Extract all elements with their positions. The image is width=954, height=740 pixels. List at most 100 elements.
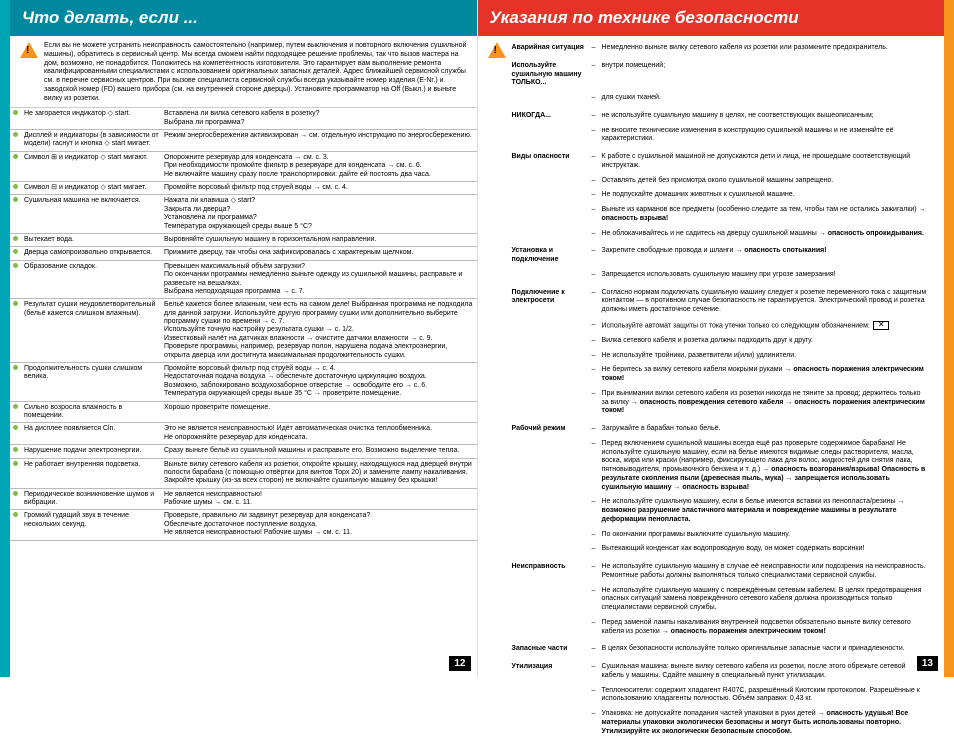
safety-row: –Не беритесь за вилку сетевого кабеля мо…: [512, 364, 935, 388]
safety-row: Виды опасности–К работе с сушильной маши…: [512, 148, 935, 175]
dash-cell: –: [592, 420, 602, 438]
solution-cell: Хорошо проветрите помещение.: [164, 401, 477, 423]
dash-cell: –: [592, 543, 602, 558]
section-label: [512, 617, 592, 641]
intro-row-right: Аварийная ситуация–Немедленно выньте вил…: [478, 36, 945, 740]
problem-cell: Дверца самопроизвольно открывается.: [24, 247, 164, 260]
table-row: На дисплее появляется Cln.Это не являетс…: [10, 423, 477, 445]
safety-text: Используйте автомат защиты от тока утечк…: [602, 319, 935, 335]
safety-row: –Не облокачивайтесь и не садитесь на две…: [512, 228, 935, 243]
dash-cell: –: [592, 42, 602, 57]
section-label: Виды опасности: [512, 148, 592, 175]
problem-cell: Периодическое возникновение шумов и вибр…: [24, 488, 164, 510]
bullet-dot: [13, 110, 18, 115]
safety-row: Аварийная ситуация–Немедленно выньте вил…: [512, 42, 935, 57]
header-right: Указания по технике безопасности: [478, 0, 945, 36]
section-label: [512, 438, 592, 497]
problem-cell: Сушильная машина не включается.: [24, 195, 164, 234]
edge-bar-left: [0, 0, 10, 677]
bullet-cell: [10, 233, 24, 246]
section-label: [512, 319, 592, 335]
table-row: Сильно возросла влажность в помещении.Хо…: [10, 401, 477, 423]
solution-cell: Сразу выньте бельё из сушильной машины и…: [164, 445, 477, 458]
safety-row: Рабочий режим–Загружайте в барабан тольк…: [512, 420, 935, 438]
safety-row: –Вилка сетевого кабеля и розетка должны …: [512, 335, 935, 350]
safety-text: Теплоносители: содержит хладагент R407C,…: [602, 685, 935, 709]
bullet-cell: [10, 401, 24, 423]
dash-cell: –: [592, 148, 602, 175]
safety-text: Перед включением сушильной машины всегда…: [602, 438, 935, 497]
section-label: [512, 204, 592, 228]
problem-cell: Не работает внутренняя подсветка.: [24, 458, 164, 488]
safety-row: –Не используйте сушильную машину, если в…: [512, 496, 935, 528]
bullet-dot: [13, 461, 18, 466]
table-row: Периодическое возникновение шумов и вибр…: [10, 488, 477, 510]
table-row: Символ ⊞ и индикатор ◇ start мигают.Опор…: [10, 151, 477, 181]
dash-cell: –: [592, 204, 602, 228]
dash-cell: –: [592, 175, 602, 190]
solution-cell: Проверьте, правильно ли задвинут резерву…: [164, 510, 477, 540]
safety-text: Загружайте в барабан только бельё.: [602, 420, 935, 438]
safety-text: Не используйте сушильную машину, если в …: [602, 496, 935, 528]
solution-cell: Опорожните резервуар для конденсата → см…: [164, 151, 477, 181]
safety-row: НИКОГДА...–не используйте сушильную маши…: [512, 107, 935, 125]
bullet-dot: [13, 132, 18, 137]
safety-text: При вынимании вилки сетевого кабеля из р…: [602, 388, 935, 420]
warning-icon: [488, 42, 506, 58]
safety-text: Не облокачивайтесь и не садитесь на двер…: [602, 228, 935, 243]
dash-cell: –: [592, 658, 602, 685]
safety-row: –По окончании программы выключите сушиль…: [512, 529, 935, 544]
section-label: [512, 350, 592, 365]
safety-row: –Не используйте тройники, разветвители и…: [512, 350, 935, 365]
safety-row: –Оставлять детей без присмотра около суш…: [512, 175, 935, 190]
safety-row: –Перед включением сушильной машины всегд…: [512, 438, 935, 497]
section-label: [512, 228, 592, 243]
dash-cell: –: [592, 364, 602, 388]
table-row: Сушильная машина не включается.Нажата ли…: [10, 195, 477, 234]
section-label: [512, 269, 592, 284]
safety-text: Немедленно выньте вилку сетевого кабеля …: [602, 42, 935, 57]
solution-cell: Вставлена ли вилка сетевого кабеля в роз…: [164, 108, 477, 129]
solution-cell: Промойте ворсовый фильтр под струёй воды…: [164, 363, 477, 402]
section-label: [512, 92, 592, 107]
problem-cell: Продолжительность сушки слишком велика.: [24, 363, 164, 402]
dash-cell: –: [592, 640, 602, 658]
table-row: Вытекает вода.Выровняйте сушильную машин…: [10, 233, 477, 246]
safety-text: В целях безопасности используйте только …: [602, 640, 935, 658]
bullet-dot: [13, 236, 18, 241]
bullet-cell: [10, 247, 24, 260]
warning-icon: [20, 42, 38, 58]
rcd-symbol-icon: [873, 321, 889, 330]
safety-row: Утилизация–Сушильная машина: выньте вилк…: [512, 658, 935, 685]
problem-cell: Результат сушки неудовлетворительный (бе…: [24, 299, 164, 363]
dash-cell: –: [592, 228, 602, 243]
bullet-dot: [13, 197, 18, 202]
dash-cell: –: [592, 189, 602, 204]
safety-text: внутри помещений;: [602, 57, 935, 92]
safety-row: –Вытекающий конденсат как водопроводную …: [512, 543, 935, 558]
table-row: Продолжительность сушки слишком велика.П…: [10, 363, 477, 402]
dash-cell: –: [592, 335, 602, 350]
dash-cell: –: [592, 107, 602, 125]
safety-row: –При вынимании вилки сетевого кабеля из …: [512, 388, 935, 420]
bullet-cell: [10, 488, 24, 510]
solution-cell: Режим энергосбережения активизирован → с…: [164, 130, 477, 152]
header-left: Что делать, если ...: [10, 0, 477, 36]
safety-row: –Упаковка: не допускайте попадания часте…: [512, 708, 935, 740]
solution-cell: Это не является неисправностью! Идёт авт…: [164, 423, 477, 445]
safety-table: Аварийная ситуация–Немедленно выньте вил…: [512, 42, 935, 740]
problem-cell: На дисплее появляется Cln.: [24, 423, 164, 445]
safety-text: Запрещается использовать сушильную машин…: [602, 269, 935, 284]
section-label: Неисправность: [512, 558, 592, 585]
dash-cell: –: [592, 350, 602, 365]
table-row: Дверца самопроизвольно открывается.Прижм…: [10, 247, 477, 260]
safety-row: –Не используйте сушильную машину с повре…: [512, 585, 935, 617]
section-label: [512, 685, 592, 709]
safety-row: –Не подпускайте домашних животных к суши…: [512, 189, 935, 204]
safety-row: –Теплоносители: содержит хладагент R407C…: [512, 685, 935, 709]
bullet-dot: [13, 491, 18, 496]
problem-cell: Дисплей и индикаторы (в зависимости от м…: [24, 130, 164, 152]
safety-text: не используйте сушильную машину в целях,…: [602, 107, 935, 125]
page-right: Указания по технике безопасности Аварийн…: [478, 0, 954, 677]
safety-row: –не вносите технические изменения в конс…: [512, 125, 935, 149]
